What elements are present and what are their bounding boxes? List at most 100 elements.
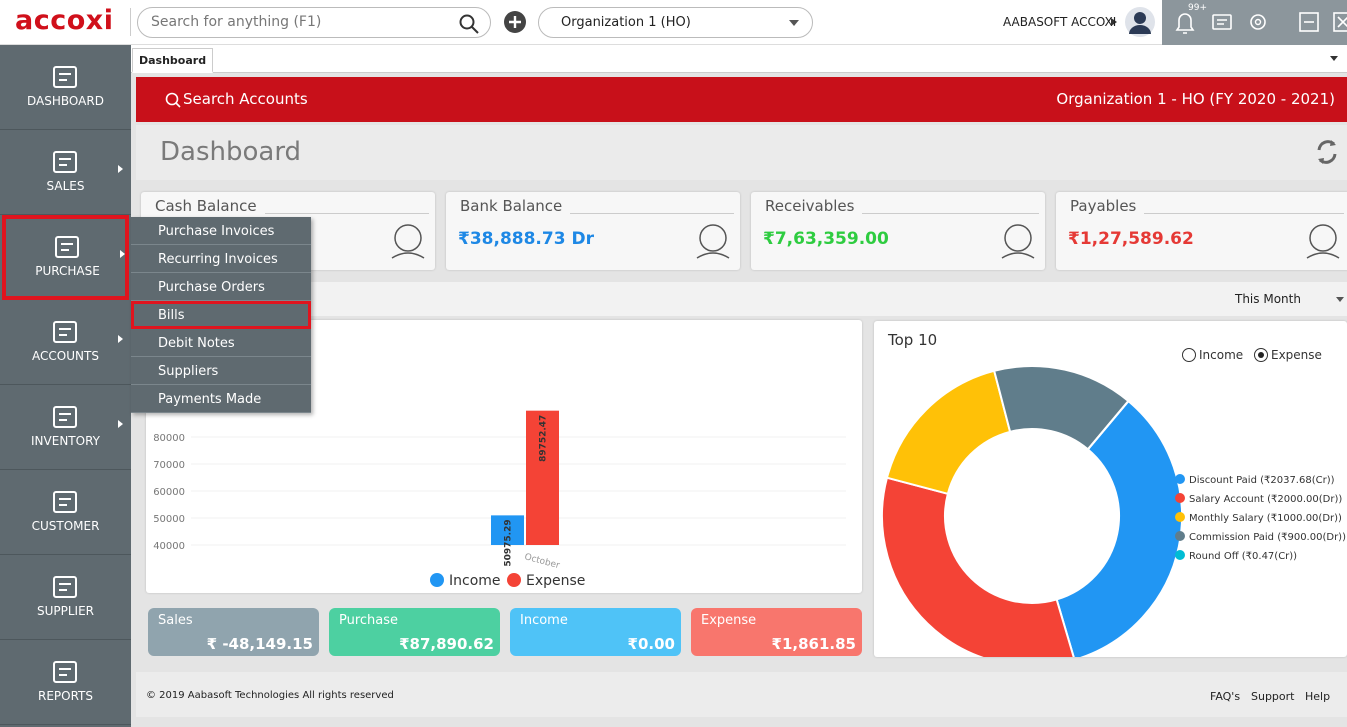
sidebar-item[interactable]: SUPPLIER bbox=[0, 555, 131, 640]
menu-item[interactable]: Payments Made bbox=[131, 385, 311, 413]
footer-link[interactable]: FAQ's bbox=[1210, 690, 1241, 703]
menu-label: Suppliers bbox=[158, 364, 219, 379]
icon-shape bbox=[53, 321, 77, 343]
chart-title: Top 10 bbox=[887, 331, 937, 349]
search-icon bbox=[459, 14, 479, 34]
radio-label: Expense bbox=[1271, 348, 1322, 362]
submenu-arrow bbox=[118, 335, 123, 343]
legend-marker bbox=[1175, 512, 1185, 522]
menu-item[interactable]: Suppliers bbox=[131, 357, 311, 385]
summary-tile[interactable]: Purchase ₹87,890.62 bbox=[329, 608, 500, 656]
sidebar-item[interactable]: INVENTORY bbox=[0, 385, 131, 470]
notification-count: 99+ bbox=[1188, 3, 1207, 13]
card-rule bbox=[149, 213, 429, 214]
donut-slice bbox=[885, 369, 1012, 496]
icon-shape bbox=[1004, 224, 1032, 252]
avatar[interactable] bbox=[1125, 7, 1155, 37]
summary-tile[interactable]: Sales ₹ -48,149.15 bbox=[148, 608, 319, 656]
icon-detail bbox=[59, 583, 71, 591]
summary-label: Expense bbox=[701, 613, 757, 628]
sidebar-item[interactable]: DASHBOARD bbox=[0, 45, 131, 130]
card-rule bbox=[454, 213, 734, 214]
menu-label: Debit Notes bbox=[158, 336, 235, 351]
icon-detail bbox=[61, 243, 73, 251]
arrow bbox=[118, 165, 123, 173]
icon-shape bbox=[1309, 224, 1337, 252]
card: Payables ₹1,27,589.62 bbox=[1056, 192, 1347, 270]
organization-name[interactable]: Organization 1 (HO) bbox=[561, 15, 691, 30]
menu-item[interactable]: Debit Notes bbox=[131, 329, 311, 357]
legend-marker bbox=[1175, 531, 1185, 541]
top10-chart: Top 10 Income Expense Discount Paid (₹2037.… bbox=[881, 331, 1346, 657]
income-expense-chart: 40000 50000 60000 70000 80000 50975.29 89752.4… bbox=[153, 410, 846, 589]
menu-item[interactable]: Bills bbox=[131, 301, 311, 329]
add-button[interactable] bbox=[504, 11, 526, 33]
organization-select[interactable] bbox=[538, 7, 813, 38]
summary-tile[interactable]: Expense ₹1,861.85 bbox=[691, 608, 862, 656]
period-select[interactable]: This Month bbox=[1235, 292, 1301, 306]
radio[interactable] bbox=[1182, 348, 1196, 362]
legend-label: Discount Paid (₹2037.68(Cr)) bbox=[1189, 475, 1335, 486]
donut-slice bbox=[881, 476, 1075, 657]
sidebar-item[interactable]: REPORTS bbox=[0, 640, 131, 725]
card-rule bbox=[759, 213, 1039, 214]
sidebar-icon bbox=[53, 406, 77, 428]
sidebar-item[interactable]: ACCOUNTS bbox=[0, 300, 131, 385]
menu-item[interactable]: Purchase Invoices bbox=[131, 217, 311, 245]
icon-detail bbox=[59, 73, 71, 81]
icon-shape bbox=[55, 236, 79, 258]
y-tick-label: 60000 bbox=[153, 487, 185, 498]
divider bbox=[130, 8, 131, 36]
icon-shape bbox=[53, 661, 77, 683]
refresh-icon[interactable] bbox=[1313, 137, 1341, 167]
sidebar-icon bbox=[53, 576, 77, 598]
icon-detail bbox=[391, 252, 425, 259]
bar bbox=[526, 410, 559, 545]
icon-shape bbox=[53, 151, 77, 173]
search-box[interactable] bbox=[137, 7, 491, 38]
summary-value: ₹0.00 bbox=[627, 635, 675, 653]
menu-label: Purchase Invoices bbox=[158, 224, 275, 239]
summary-label: Sales bbox=[158, 613, 193, 628]
tab[interactable]: Dashboard bbox=[132, 48, 214, 73]
icon-shape bbox=[53, 66, 77, 88]
icon-shape bbox=[53, 576, 77, 598]
card-value: ₹38,888.73 Dr bbox=[458, 229, 594, 249]
banner-organization: Organization 1 - HO (FY 2020 - 2021) bbox=[1056, 90, 1335, 108]
legend-label: Income bbox=[449, 573, 501, 589]
icon-detail bbox=[1001, 252, 1035, 259]
legend-marker bbox=[1175, 474, 1185, 484]
sidebar-label: CUSTOMER bbox=[31, 519, 100, 533]
sidebar-item[interactable]: CUSTOMER bbox=[0, 470, 131, 555]
sidebar-icon bbox=[53, 661, 77, 683]
sidebar-item[interactable]: PURCHASE bbox=[2, 215, 129, 300]
sidebar-icon bbox=[53, 321, 77, 343]
sidebar-item[interactable]: SALES bbox=[0, 130, 131, 215]
summary-tile[interactable]: Income ₹0.00 bbox=[510, 608, 681, 656]
tab-bar bbox=[131, 45, 1347, 73]
banner-search[interactable]: Search Accounts bbox=[183, 90, 308, 108]
card-label: Cash Balance bbox=[147, 197, 265, 215]
banner bbox=[136, 77, 1347, 122]
y-tick-label: 80000 bbox=[153, 433, 185, 444]
sidebar-label: ACCOUNTS bbox=[32, 349, 99, 363]
menu-item[interactable]: Recurring Invoices bbox=[131, 245, 311, 273]
x-tick-label: October bbox=[523, 552, 561, 571]
user-name[interactable]: AABASOFT ACCOXI bbox=[1003, 15, 1117, 29]
footer-link[interactable]: Support bbox=[1251, 690, 1295, 703]
submenu-arrow bbox=[118, 420, 123, 428]
card-value: ₹1,27,589.62 bbox=[1068, 229, 1194, 249]
sidebar-icon bbox=[53, 491, 77, 513]
tool-icons bbox=[1175, 12, 1347, 34]
icon-detail bbox=[59, 668, 71, 676]
footer-link[interactable]: Help bbox=[1305, 690, 1331, 703]
summary-label: Purchase bbox=[339, 613, 399, 628]
tab-caret bbox=[1330, 56, 1338, 61]
summary-value: ₹87,890.62 bbox=[399, 635, 494, 653]
sidebar-icon bbox=[53, 151, 77, 173]
caret bbox=[1336, 297, 1344, 302]
sidebar-label: SALES bbox=[46, 179, 85, 193]
menu-item[interactable]: Purchase Orders bbox=[131, 273, 311, 301]
card: Bank Balance ₹38,888.73 Dr bbox=[446, 192, 740, 270]
icon-detail bbox=[59, 328, 71, 336]
